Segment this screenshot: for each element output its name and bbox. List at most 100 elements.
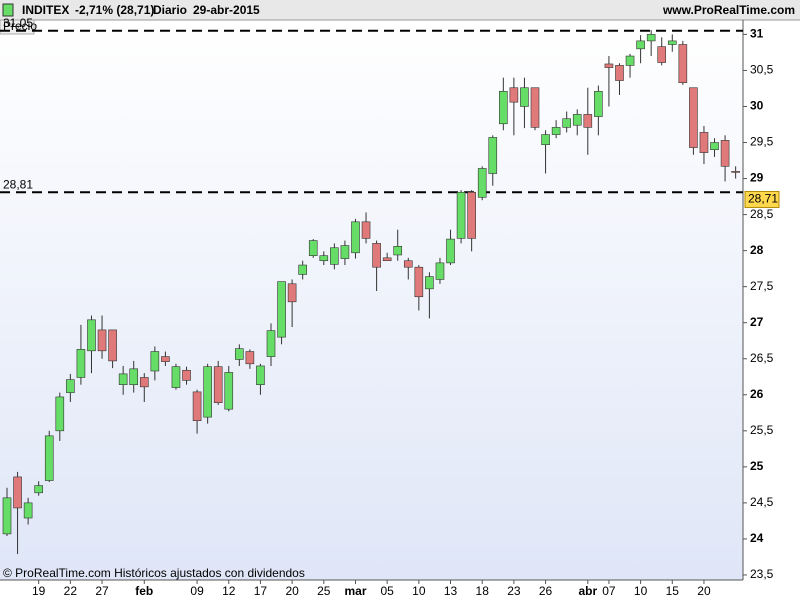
candle-body <box>256 365 265 385</box>
candle-body <box>340 245 350 259</box>
candle-body <box>636 40 645 50</box>
y-tick-label: 26 <box>750 387 764 401</box>
x-tick-label: 25 <box>317 584 331 598</box>
candle-body <box>646 34 656 42</box>
y-tick-label: 30,5 <box>750 63 774 77</box>
y-tick-label: 30 <box>750 99 764 113</box>
candle-body <box>488 137 498 174</box>
y-tick-label: 31 <box>750 27 764 41</box>
candle-body <box>182 369 191 381</box>
x-tick-label: 20 <box>697 584 711 598</box>
candle-body <box>689 87 698 148</box>
x-tick-label: 27 <box>95 584 109 598</box>
y-tick-label: 25 <box>750 459 764 473</box>
x-tick-label: 10 <box>412 584 426 598</box>
period: Diario <box>153 3 187 17</box>
candle-body <box>87 319 96 352</box>
x-tick-label: 18 <box>476 584 490 598</box>
last-price-box <box>744 190 780 208</box>
x-tick-label: 10 <box>634 584 648 598</box>
y-tick-label: 24 <box>750 531 764 545</box>
candle-body <box>509 87 519 103</box>
y-tick-label: 29,5 <box>750 135 774 149</box>
candle-body <box>23 502 33 519</box>
candle-body <box>541 134 550 145</box>
candle-body <box>150 351 160 372</box>
candle-body <box>287 283 297 303</box>
candle-body <box>266 330 276 357</box>
x-tick-label: feb <box>135 584 153 598</box>
logo-icon <box>2 3 14 17</box>
candle-body <box>351 221 360 254</box>
candle-body <box>731 171 740 173</box>
candle-body <box>319 255 329 262</box>
header-bar <box>0 0 800 20</box>
candle-body <box>678 44 688 84</box>
candle-body <box>161 356 170 362</box>
x-tick-label: 22 <box>64 584 78 598</box>
x-tick-label: 17 <box>254 584 268 598</box>
candle-body <box>298 264 307 275</box>
candle-body <box>308 240 318 256</box>
y-tick-label: 23,5 <box>750 567 774 581</box>
candle-body <box>456 191 466 239</box>
candle-body <box>604 63 614 68</box>
candle-body <box>594 91 603 117</box>
candle-body <box>361 221 371 239</box>
y-tick-label: 25,5 <box>750 423 774 437</box>
candle-body <box>667 40 677 45</box>
candle-body <box>277 281 286 338</box>
candle-body <box>235 348 244 360</box>
candle-body <box>572 114 582 126</box>
x-tick-label: 05 <box>380 584 394 598</box>
y-tick-label: 29 <box>750 171 764 185</box>
candle-body <box>657 46 667 63</box>
candle-body <box>372 243 381 268</box>
candle-body <box>203 366 212 418</box>
reference-label: 31,05 <box>3 16 33 30</box>
date: 29-abr-2015 <box>193 3 260 17</box>
candle-body <box>97 329 107 352</box>
candle-body <box>467 191 476 239</box>
candle-body <box>425 276 434 290</box>
candle-body <box>477 168 487 198</box>
x-tick-label: 09 <box>190 584 204 598</box>
x-tick-label: 12 <box>222 584 236 598</box>
candle-body <box>34 485 43 494</box>
footer: © ProRealTime.com Históricos ajustados c… <box>3 566 305 580</box>
y-tick-label: 28,5 <box>750 207 774 221</box>
candle-body <box>562 118 571 128</box>
candle-body <box>499 91 508 125</box>
candle-body <box>245 351 255 365</box>
candle-body <box>2 497 12 535</box>
y-tick-label: 24,5 <box>750 495 774 509</box>
candle-body <box>224 372 234 410</box>
candle-body <box>192 391 202 422</box>
candle-body <box>129 368 139 385</box>
x-tick-label: 19 <box>32 584 46 598</box>
candle-body <box>139 377 149 388</box>
x-tick-label: 15 <box>666 584 680 598</box>
candle-body <box>414 266 424 298</box>
candle-body <box>55 396 65 432</box>
x-tick-label: 23 <box>507 584 521 598</box>
reference-label: 28,81 <box>3 177 33 191</box>
candle-body <box>615 65 624 81</box>
title: INDITEX <box>22 3 69 17</box>
candle-body <box>403 260 413 268</box>
candle-body <box>382 257 392 262</box>
candle-body <box>44 435 54 481</box>
y-tick-label: 27,5 <box>750 279 774 293</box>
x-tick-label: abr <box>578 584 597 598</box>
x-tick-label: 26 <box>539 584 553 598</box>
x-tick-label: 20 <box>285 584 299 598</box>
candle-body <box>710 142 719 151</box>
candle-body <box>446 238 455 264</box>
y-tick-label: 27 <box>750 315 764 329</box>
candle-body <box>118 373 128 385</box>
candle-body <box>108 329 117 362</box>
candle-body <box>699 132 709 153</box>
candle-body <box>551 127 561 135</box>
